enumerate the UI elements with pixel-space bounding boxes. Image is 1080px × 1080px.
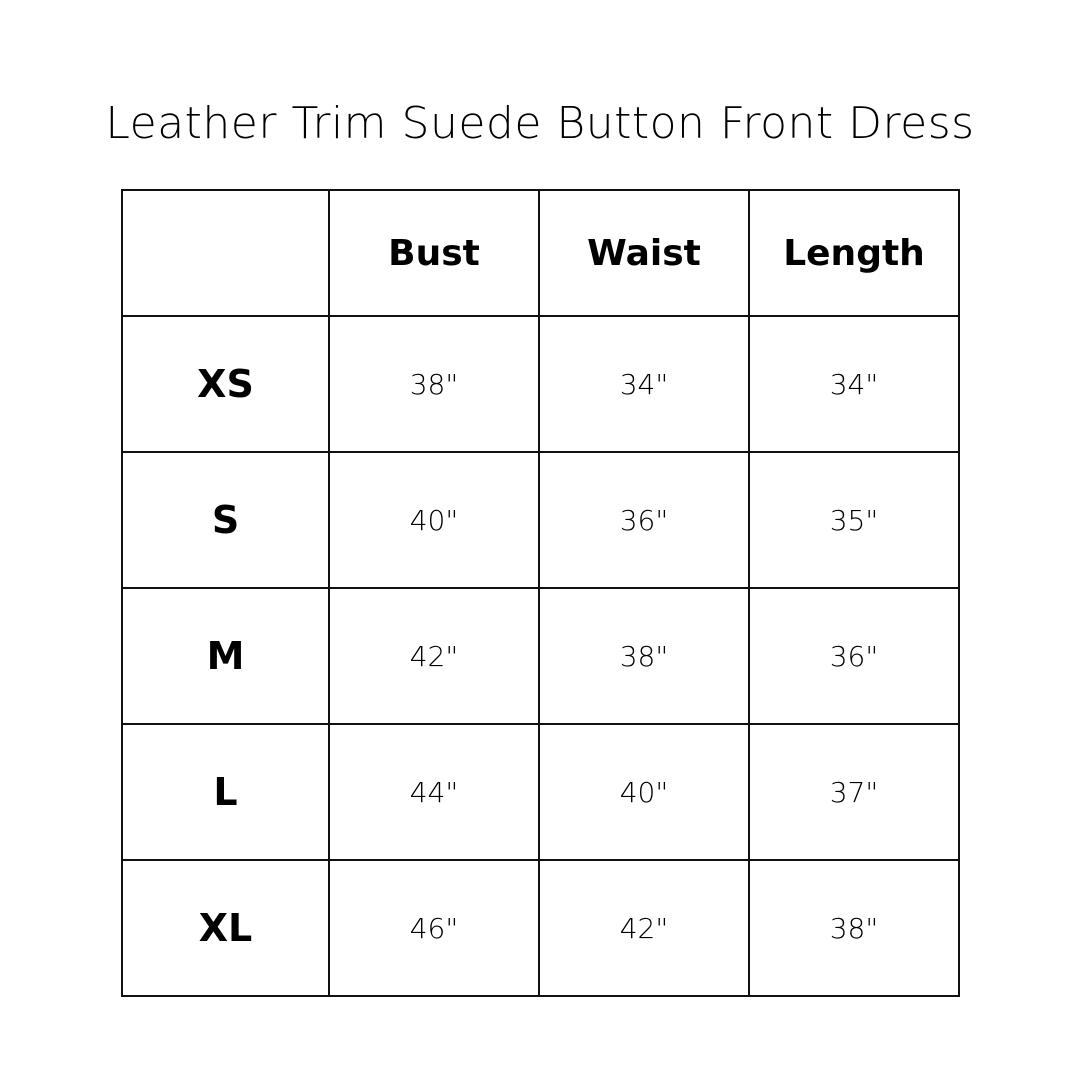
header-bust: Bust xyxy=(328,189,540,317)
bust-cell: 40" xyxy=(328,451,540,589)
waist-cell: 36" xyxy=(538,451,750,589)
table-row: S 40" 36" 35" xyxy=(121,451,960,589)
waist-cell: 42" xyxy=(538,859,750,997)
bust-cell: 44" xyxy=(328,723,540,861)
header-length: Length xyxy=(748,189,960,317)
length-cell: 35" xyxy=(748,451,960,589)
size-cell: L xyxy=(121,723,330,861)
bust-cell: 38" xyxy=(328,315,540,453)
table-row: M 42" 38" 36" xyxy=(121,587,960,725)
length-cell: 36" xyxy=(748,587,960,725)
header-waist: Waist xyxy=(538,189,750,317)
length-cell: 37" xyxy=(748,723,960,861)
table-row: XL 46" 42" 38" xyxy=(121,859,960,997)
header-row: Bust Waist Length xyxy=(121,189,960,317)
size-cell: S xyxy=(121,451,330,589)
header-empty xyxy=(121,189,330,317)
size-cell: XS xyxy=(121,315,330,453)
length-cell: 34" xyxy=(748,315,960,453)
page-title: Leather Trim Suede Button Front Dress xyxy=(105,98,975,149)
table-row: XS 38" 34" 34" xyxy=(121,315,960,453)
bust-cell: 42" xyxy=(328,587,540,725)
waist-cell: 40" xyxy=(538,723,750,861)
table-row: L 44" 40" 37" xyxy=(121,723,960,861)
size-cell: XL xyxy=(121,859,330,997)
waist-cell: 38" xyxy=(538,587,750,725)
size-cell: M xyxy=(121,587,330,725)
size-chart-table: Bust Waist Length XS 38" 34" 34" S 40" 36" 35" M… xyxy=(121,189,960,997)
bust-cell: 46" xyxy=(328,859,540,997)
length-cell: 38" xyxy=(748,859,960,997)
waist-cell: 34" xyxy=(538,315,750,453)
